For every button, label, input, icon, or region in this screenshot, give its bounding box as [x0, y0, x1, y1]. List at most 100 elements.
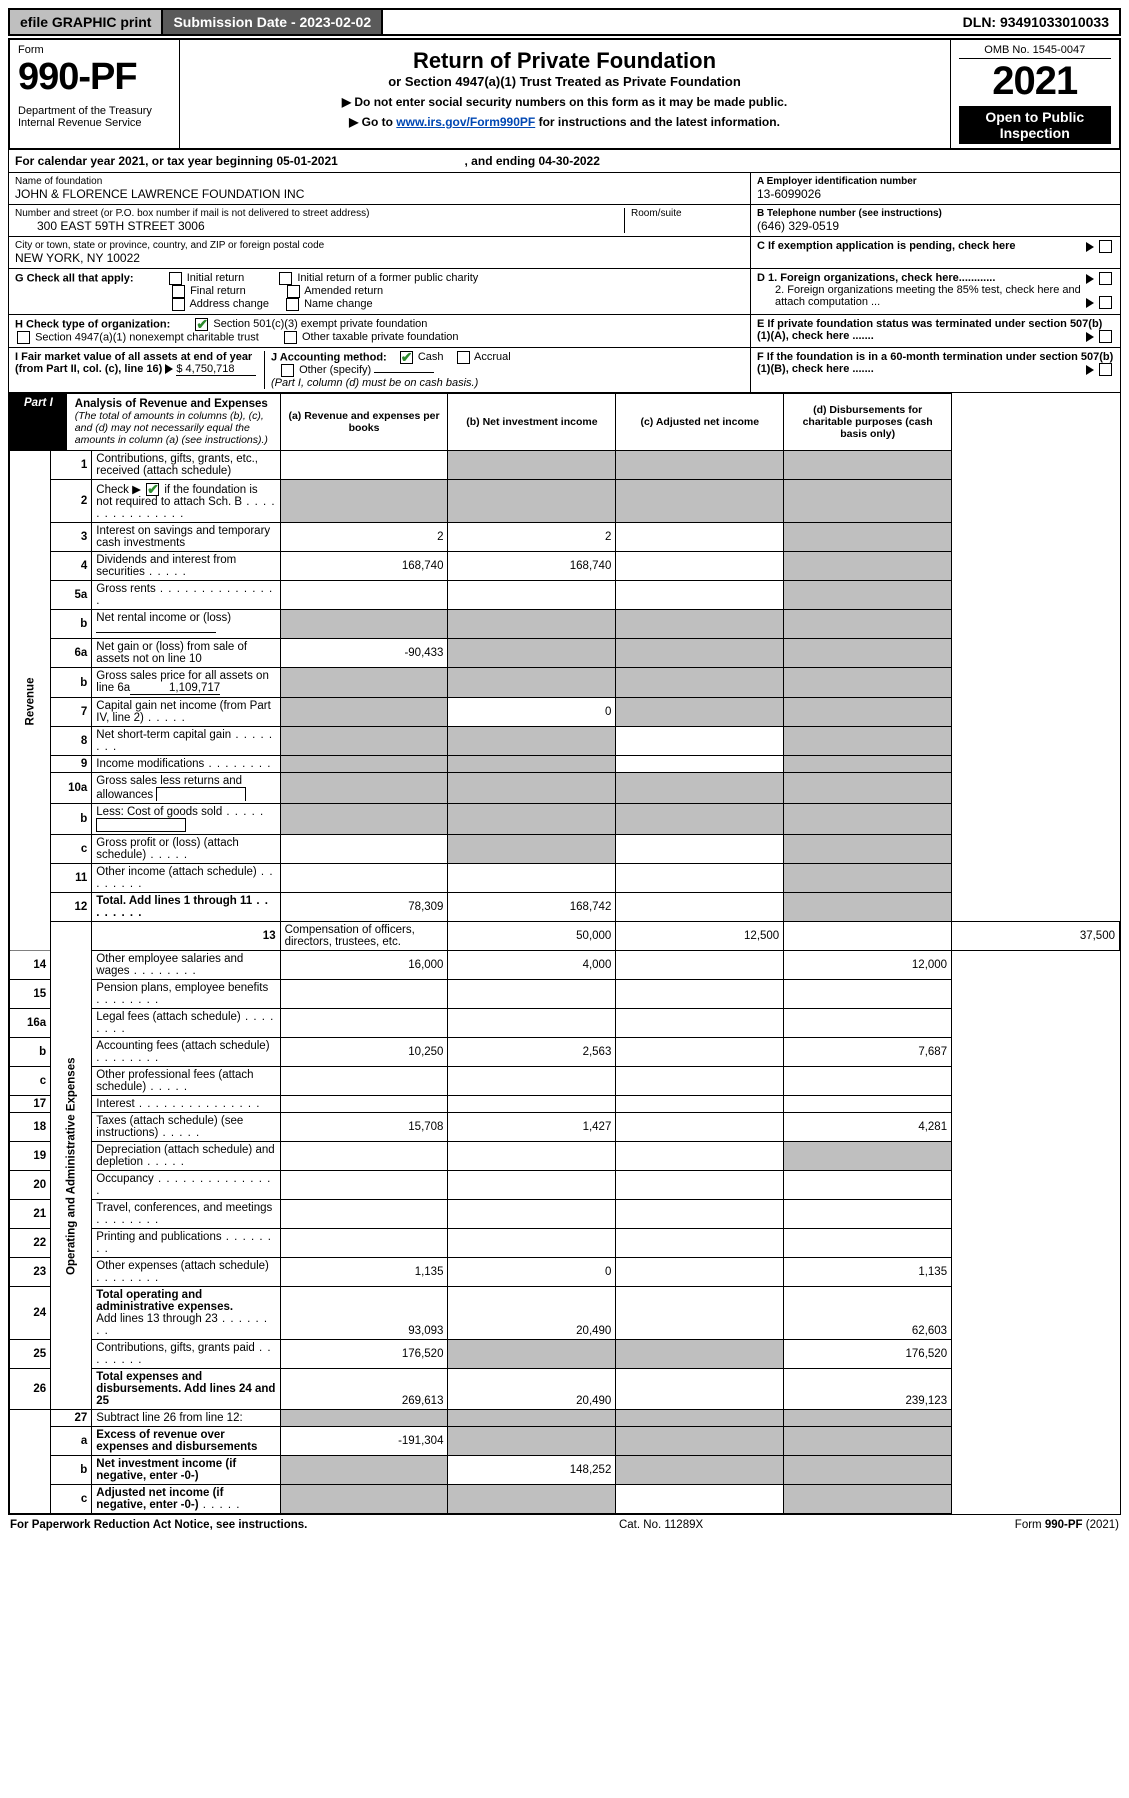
r25-d: 176,520 — [784, 1340, 952, 1369]
r18-d: 4,281 — [784, 1113, 952, 1142]
checkbox-final-return[interactable] — [172, 285, 185, 298]
row-6a: Net gain or (loss) from sale of assets n… — [92, 639, 280, 668]
cal-end: , and ending 04-30-2022 — [465, 154, 600, 168]
form-note-1: ▶ Do not enter social security numbers o… — [188, 95, 942, 109]
note2-post: for instructions and the latest informat… — [535, 115, 780, 129]
r26-d: 239,123 — [784, 1369, 952, 1410]
arrow-icon — [1086, 242, 1094, 252]
g-opt-4: Address change — [189, 298, 269, 310]
r12-a: 78,309 — [280, 893, 448, 922]
expenses-label: Operating and Administrative Expenses — [51, 922, 92, 1410]
cal-begin: For calendar year 2021, or tax year begi… — [15, 154, 338, 168]
checkbox-other-method[interactable] — [281, 364, 294, 377]
checkbox-f[interactable] — [1099, 363, 1112, 376]
footer-left: For Paperwork Reduction Act Notice, see … — [10, 1519, 307, 1531]
row-27: Subtract line 26 from line 12: — [92, 1410, 280, 1427]
name-label: Name of foundation — [15, 176, 744, 187]
checkbox-name-change[interactable] — [286, 298, 299, 311]
checkbox-address-change[interactable] — [172, 298, 185, 311]
row-15: Pension plans, employee benefits — [92, 980, 280, 1009]
row-12: Total. Add lines 1 through 11 — [92, 893, 280, 922]
r4-a: 168,740 — [280, 552, 448, 581]
row-26: Total expenses and disbursements. Add li… — [92, 1369, 280, 1410]
form-subtitle: or Section 4947(a)(1) Trust Treated as P… — [188, 74, 942, 89]
checkbox-4947[interactable] — [17, 331, 30, 344]
col-a-header: (a) Revenue and expenses per books — [280, 394, 448, 451]
r13-a: 50,000 — [448, 922, 616, 951]
arrow-icon — [1086, 298, 1094, 308]
row-2: Check ▶ if the foundation is not require… — [92, 480, 280, 523]
row-8: Net short-term capital gain — [92, 727, 280, 756]
row-5a: Gross rents — [92, 581, 280, 610]
arrow-icon — [165, 364, 173, 374]
r23-a: 1,135 — [280, 1258, 448, 1287]
form-note-2: ▶ Go to www.irs.gov/Form990PF for instru… — [188, 115, 942, 129]
checkbox-other-org[interactable] — [284, 331, 297, 344]
arrow-icon — [1086, 274, 1094, 284]
form-header: Form 990-PF Department of the Treasury I… — [8, 38, 1121, 150]
arrow-icon — [1086, 365, 1094, 375]
foundation-name: JOHN & FLORENCE LAWRENCE FOUNDATION INC — [15, 187, 744, 201]
row-24: Total operating and administrative expen… — [92, 1287, 280, 1340]
row-27b: Net investment income (if negative, ente… — [92, 1456, 280, 1485]
part-i-label: Part I — [10, 394, 67, 450]
checkbox-accrual[interactable] — [457, 351, 470, 364]
row-10b: Less: Cost of goods sold — [92, 804, 280, 835]
r18-a: 15,708 — [280, 1113, 448, 1142]
checkbox-501c3[interactable] — [195, 318, 208, 331]
r23-b: 0 — [448, 1258, 616, 1287]
row-4: Dividends and interest from securities — [92, 552, 280, 581]
instructions-link[interactable]: www.irs.gov/Form990PF — [396, 115, 535, 129]
submission-date-button[interactable]: Submission Date - 2023-02-02 — [163, 10, 383, 34]
j-other: Other (specify) — [299, 364, 371, 376]
checkbox-cash[interactable] — [400, 351, 413, 364]
tax-year: 2021 — [959, 59, 1112, 104]
checkbox-amended[interactable] — [287, 285, 300, 298]
row-6b: Gross sales price for all assets on line… — [92, 668, 280, 698]
checkbox-d2[interactable] — [1099, 296, 1112, 309]
r16b-a: 10,250 — [280, 1038, 448, 1067]
col-c-header: (c) Adjusted net income — [616, 394, 784, 451]
row-25: Contributions, gifts, grants paid — [92, 1340, 280, 1369]
r23-d: 1,135 — [784, 1258, 952, 1287]
row-17: Interest — [92, 1096, 280, 1113]
g-opt-0: Initial return — [187, 272, 244, 284]
checkbox-schb[interactable] — [146, 483, 159, 496]
form-number: 990-PF — [18, 56, 171, 99]
form-body: For calendar year 2021, or tax year begi… — [8, 150, 1121, 1515]
revenue-label: Revenue — [10, 451, 51, 951]
row-9: Income modifications — [92, 756, 280, 773]
row-27a: Excess of revenue over expenses and disb… — [92, 1427, 280, 1456]
row-3: Interest on savings and temporary cash i… — [92, 523, 280, 552]
r24-a: 93,093 — [280, 1287, 448, 1340]
addr-label: Number and street (or P.O. box number if… — [15, 208, 624, 219]
h-opt-1: Section 501(c)(3) exempt private foundat… — [213, 318, 427, 330]
checkbox-initial-public[interactable] — [279, 272, 292, 285]
j-accrual: Accrual — [474, 351, 511, 363]
row-23: Other expenses (attach schedule) — [92, 1258, 280, 1287]
top-bar: efile GRAPHIC print Submission Date - 20… — [8, 8, 1121, 36]
efile-print-button[interactable]: efile GRAPHIC print — [10, 10, 163, 34]
g-opt-3: Amended return — [304, 285, 383, 297]
checkbox-c[interactable] — [1099, 240, 1112, 253]
checkbox-e[interactable] — [1099, 330, 1112, 343]
g-label: G Check all that apply: — [15, 272, 134, 284]
checkbox-d1[interactable] — [1099, 272, 1112, 285]
row-1: Contributions, gifts, grants, etc., rece… — [92, 451, 280, 480]
checkbox-initial-return[interactable] — [169, 272, 182, 285]
h-opt-3: Other taxable private foundation — [302, 331, 459, 343]
dept-label: Department of the Treasury Internal Reve… — [18, 105, 171, 129]
arrow-icon — [1086, 332, 1094, 342]
omb-number: OMB No. 1545-0047 — [959, 44, 1112, 59]
r14-d: 12,000 — [784, 951, 952, 980]
address: 300 EAST 59TH STREET 3006 — [37, 219, 624, 233]
ein-label: A Employer identification number — [757, 176, 1114, 187]
part-i-note: (The total of amounts in columns (b), (c… — [75, 410, 268, 446]
r26-a: 269,613 — [280, 1369, 448, 1410]
r26-b: 20,490 — [448, 1369, 616, 1410]
room-label: Room/suite — [631, 208, 744, 219]
r14-a: 16,000 — [280, 951, 448, 980]
row-19: Depreciation (attach schedule) and deple… — [92, 1142, 280, 1171]
r27a-a: -191,304 — [280, 1427, 448, 1456]
r4-b: 168,740 — [448, 552, 616, 581]
